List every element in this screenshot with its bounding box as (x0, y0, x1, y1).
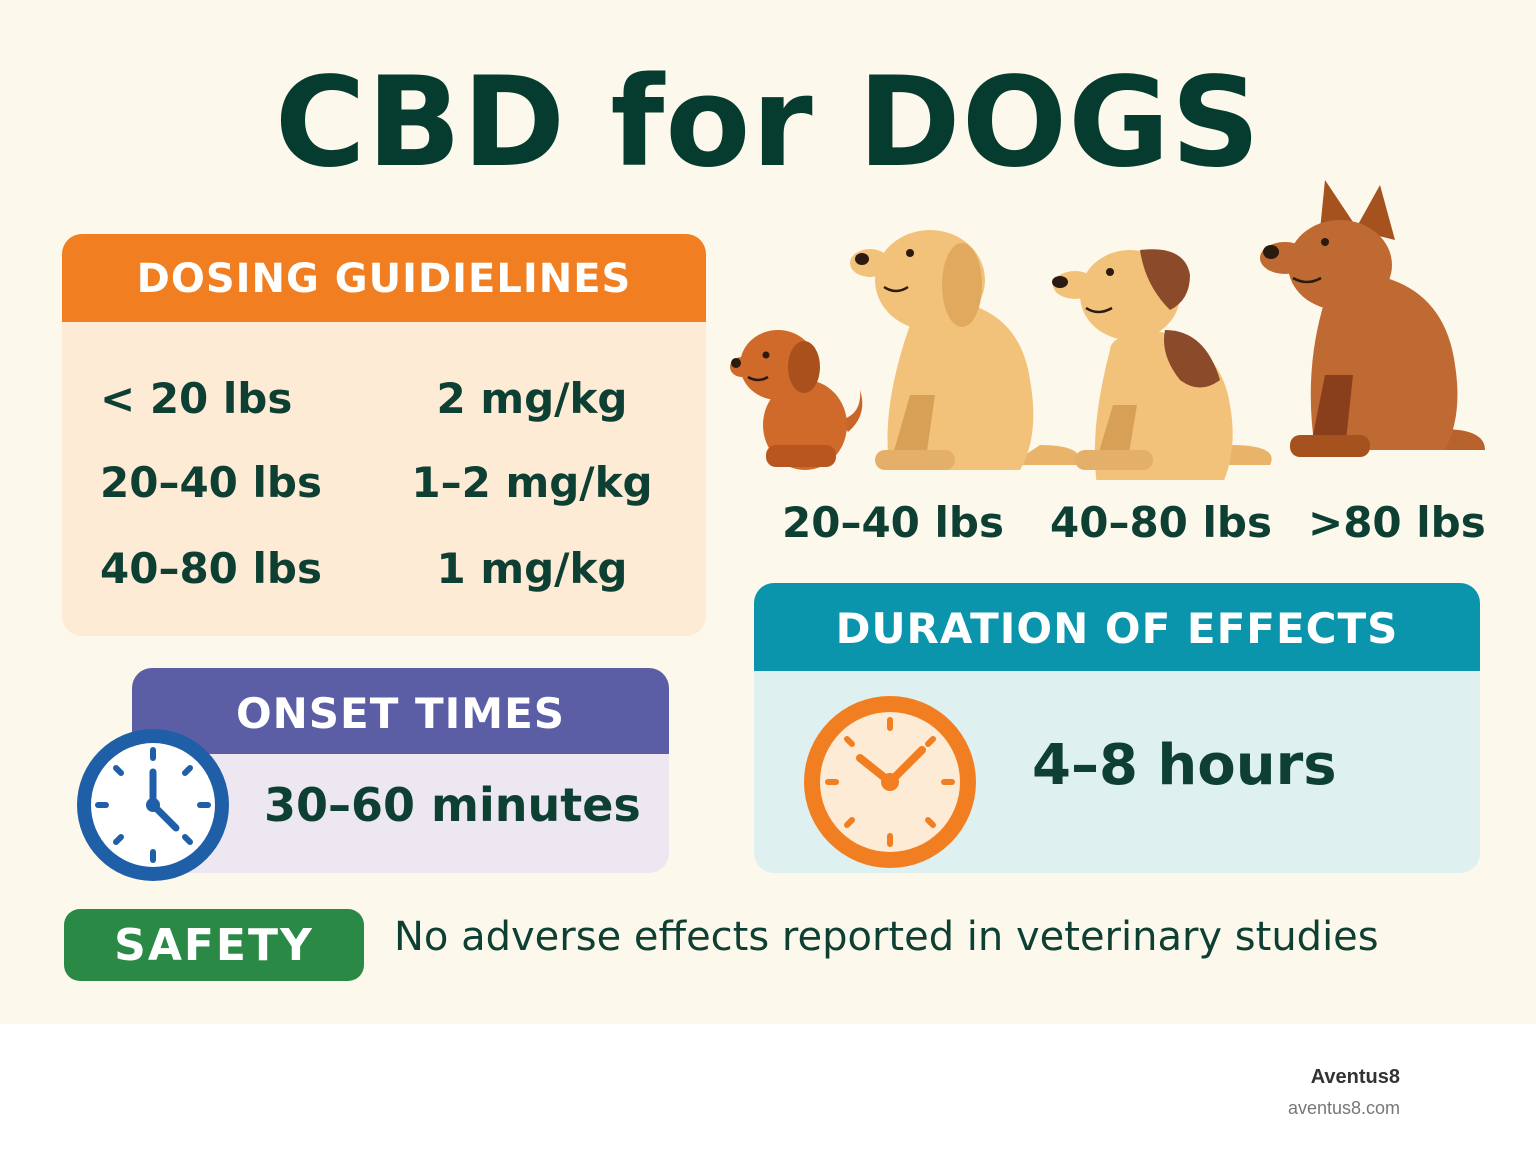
brand-url[interactable]: aventus8.com (1287, 1098, 1400, 1118)
safety-text: No adverse effects reported in veterinar… (394, 914, 1379, 960)
duration-card: DURATION OF EFFECTS 4–8 hours (754, 583, 1480, 873)
spotted-dog-icon (1052, 249, 1272, 480)
dose-amount: 1–2 mg/kg (411, 458, 653, 507)
dog-weight-label: 40–80 lbs (1050, 498, 1272, 547)
onset-heading: ONSET TIMES (132, 668, 669, 754)
dosing-heading: DOSING GUIDIELINES (62, 234, 706, 322)
small-dog-icon (730, 330, 863, 470)
dose-amount: 1 mg/kg (436, 544, 628, 593)
golden-dog-icon (850, 230, 1081, 470)
dose-amount: 2 mg/kg (436, 374, 628, 423)
orange-clock-icon (804, 696, 976, 868)
dose-weight: 20–40 lbs (100, 458, 322, 507)
dose-weight: < 20 lbs (100, 374, 293, 423)
infographic-poster: CBD for DOGS DOSING GUIDIELINES < 20 lbs… (0, 0, 1536, 1024)
onset-card: ONSET TIMES 30–60 minutes (132, 668, 669, 873)
duration-heading: DURATION OF EFFECTS (754, 583, 1480, 671)
shepherd-dog-icon (1260, 180, 1485, 457)
brand-name: Aventus8 (1310, 1066, 1400, 1088)
dog-weight-label: >80 lbs (1308, 498, 1486, 547)
dog-sizes-illustration (730, 180, 1485, 480)
onset-value: 30–60 minutes (264, 778, 641, 832)
page-title: CBD for DOGS (274, 51, 1262, 195)
dose-weight: 40–80 lbs (100, 544, 322, 593)
safety-badge: SAFETY (64, 909, 364, 981)
blue-clock-icon (77, 729, 229, 881)
dosing-card: DOSING GUIDIELINES < 20 lbs 2 mg/kg 20–4… (62, 234, 706, 636)
duration-value: 4–8 hours (1032, 733, 1337, 798)
dog-weight-label: 20–40 lbs (782, 498, 1004, 547)
